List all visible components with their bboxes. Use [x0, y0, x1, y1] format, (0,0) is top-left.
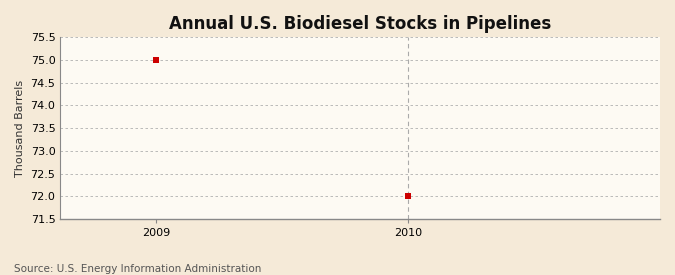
Text: Source: U.S. Energy Information Administration: Source: U.S. Energy Information Administ… — [14, 264, 261, 274]
Title: Annual U.S. Biodiesel Stocks in Pipelines: Annual U.S. Biodiesel Stocks in Pipeline… — [169, 15, 551, 33]
Y-axis label: Thousand Barrels: Thousand Barrels — [15, 79, 25, 177]
